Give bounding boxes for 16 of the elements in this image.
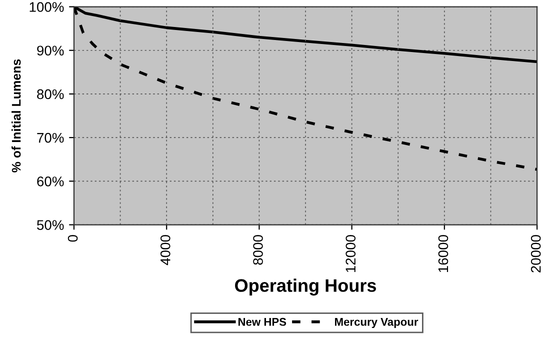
legend-label: Mercury Vapour xyxy=(335,318,418,328)
y-tick-label: 80% xyxy=(37,89,64,100)
x-axis-title: Operating Hours xyxy=(235,278,376,296)
x-tick-label: 16000 xyxy=(438,235,448,272)
x-tick-label: 8000 xyxy=(253,235,263,265)
x-tick-label: 12000 xyxy=(346,235,356,272)
y-tick-label: 50% xyxy=(37,220,64,230)
x-tick-label: 4000 xyxy=(160,235,170,266)
x-tick-label: 0 xyxy=(68,235,78,242)
y-tick-label: 70% xyxy=(37,132,64,143)
y-axis-title: % of Initial Lumens xyxy=(12,59,21,172)
legend-label: New HPS xyxy=(238,318,286,326)
x-tick-label: 20000 xyxy=(530,235,541,272)
y-tick-label: 60% xyxy=(37,176,64,186)
y-tick-label: 100% xyxy=(30,2,64,12)
y-tick-label: 90% xyxy=(37,46,64,56)
